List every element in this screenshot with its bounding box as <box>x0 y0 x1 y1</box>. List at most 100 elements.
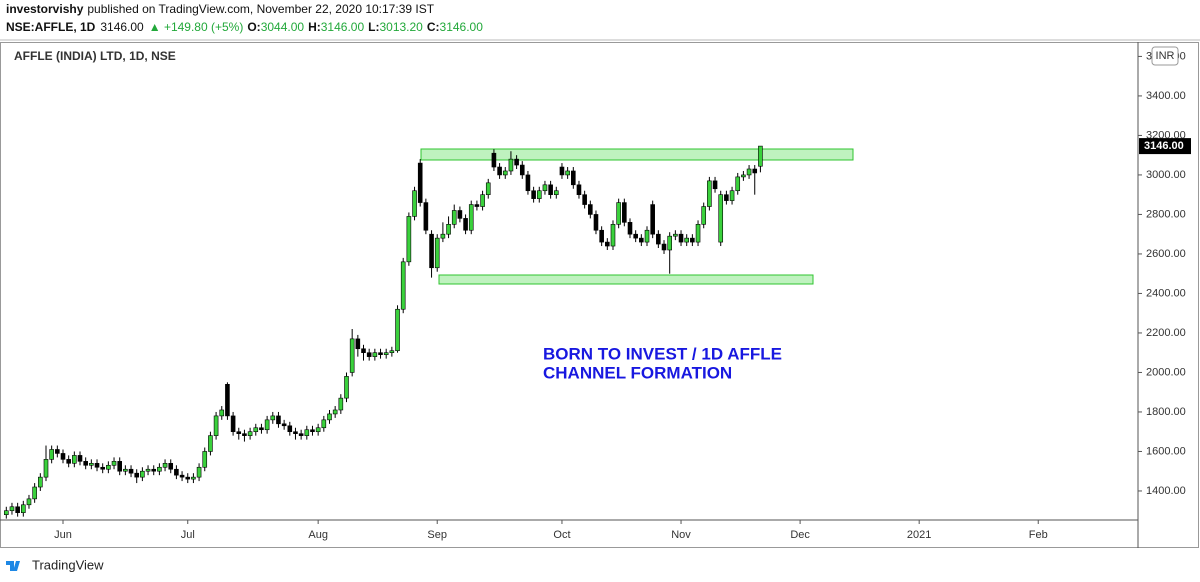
candle-body <box>128 468 134 474</box>
candle-body <box>89 463 94 466</box>
candle-body <box>361 348 366 353</box>
candle-body <box>536 190 542 199</box>
y-tick-label: 1800.00 <box>1146 406 1186 418</box>
quote-line: NSE:AFFLE, 1D 3146.00 ▲ +149.80 (+5%) O:304… <box>6 20 483 34</box>
candle-body <box>610 224 616 247</box>
candle-body <box>690 237 695 243</box>
candle-body <box>32 486 37 500</box>
candle-body <box>582 194 587 205</box>
publish-info: published on TradingView.com, November 2… <box>87 2 434 16</box>
candle-body <box>389 350 395 353</box>
candle-body <box>400 261 406 310</box>
candle-body <box>463 218 468 231</box>
candle-body <box>667 235 672 251</box>
x-tick-label: Dec <box>790 529 810 541</box>
candle-body <box>429 233 434 269</box>
candle-body <box>66 459 71 464</box>
x-tick-label: Oct <box>553 529 570 541</box>
x-tick-label: Sep <box>427 529 447 541</box>
y-tick-label: 2800.00 <box>1146 208 1186 220</box>
brand-name: TradingView <box>32 557 104 572</box>
candle-body <box>179 474 185 478</box>
candle-body <box>366 352 372 357</box>
candle-body <box>134 472 140 478</box>
candle-body <box>264 419 270 431</box>
x-tick-label: Feb <box>1029 529 1048 541</box>
candle-body <box>151 468 157 472</box>
candle-body <box>94 463 100 468</box>
candle-body <box>758 145 763 167</box>
candle-body <box>525 174 531 192</box>
candle-body <box>49 449 54 460</box>
chart-title: AFFLE (INDIA) LTD, 1D, NSE <box>14 49 176 63</box>
candle-body <box>701 206 707 225</box>
last-price-badge <box>1139 138 1191 155</box>
candle-body <box>259 427 264 431</box>
user-name: investorvishy <box>6 2 84 16</box>
ohlc-label: C: <box>427 20 440 34</box>
candle-body <box>639 237 644 243</box>
candle-body <box>293 431 298 434</box>
candle-body <box>162 463 168 468</box>
y-tick-label: 1600.00 <box>1146 445 1186 457</box>
candle-body <box>485 182 491 195</box>
candle-body <box>633 233 638 239</box>
candle-body <box>724 194 729 201</box>
candle-body <box>344 376 349 399</box>
candle-body <box>281 423 287 427</box>
candle-body <box>378 352 383 355</box>
annotation: BORN TO INVEST / 1D AFFLE <box>543 344 782 363</box>
candles <box>3 145 763 519</box>
candle-body <box>111 461 117 466</box>
candle-body <box>270 415 276 421</box>
candle-body <box>225 384 230 417</box>
ohlc-value: 3044.00 <box>261 20 305 34</box>
candle-body <box>83 461 88 466</box>
candle-body <box>247 431 253 436</box>
ohlc-value: 3146.00 <box>440 20 484 34</box>
candle-body <box>446 224 451 235</box>
candle-body <box>174 468 179 476</box>
y-tick-label: 2400.00 <box>1146 287 1186 299</box>
candle-body <box>372 352 378 357</box>
candle-body <box>168 463 174 470</box>
candle-body <box>196 466 202 478</box>
last-price: 3146.00 <box>100 20 144 34</box>
candle-body <box>695 224 701 243</box>
candle-body <box>38 476 43 488</box>
currency-badge <box>1151 46 1179 66</box>
candle-body <box>417 162 423 203</box>
x-tick-label: Jun <box>54 529 72 541</box>
y-tick-label: 3400.00 <box>1146 90 1186 102</box>
candle-body <box>440 233 446 239</box>
candle-body <box>673 233 678 237</box>
candle-body <box>514 158 519 166</box>
candle-body <box>588 204 593 215</box>
y-tick-label: 1400.00 <box>1146 485 1186 497</box>
candle-body <box>752 168 758 174</box>
ohlc-label: O: <box>247 20 260 34</box>
candle-body <box>21 504 26 513</box>
candle-body <box>519 164 525 176</box>
candle-body <box>599 229 604 243</box>
candle-body <box>605 241 610 247</box>
logo-icon <box>6 561 20 571</box>
ohlc-value: 3146.00 <box>321 20 365 34</box>
price-change: ▲ +149.80 (+5%) <box>149 20 244 34</box>
candle-body <box>548 184 553 195</box>
last-price-label: 3146.00 <box>1144 140 1184 152</box>
candle-body <box>349 338 355 373</box>
candle-body <box>355 338 361 350</box>
candle-body <box>298 433 304 436</box>
resistance-zone <box>420 148 854 161</box>
ohlc-label: L: <box>368 20 379 34</box>
x-tick-label: 2021 <box>907 529 931 541</box>
x-tick-label: Jul <box>181 529 195 541</box>
publish-line: investorvishy published on TradingView.co… <box>6 2 435 16</box>
candle-body <box>650 204 655 235</box>
candle-body <box>616 202 621 225</box>
candle-body <box>304 429 310 436</box>
candle-body <box>468 204 474 231</box>
candle-body <box>185 476 191 480</box>
